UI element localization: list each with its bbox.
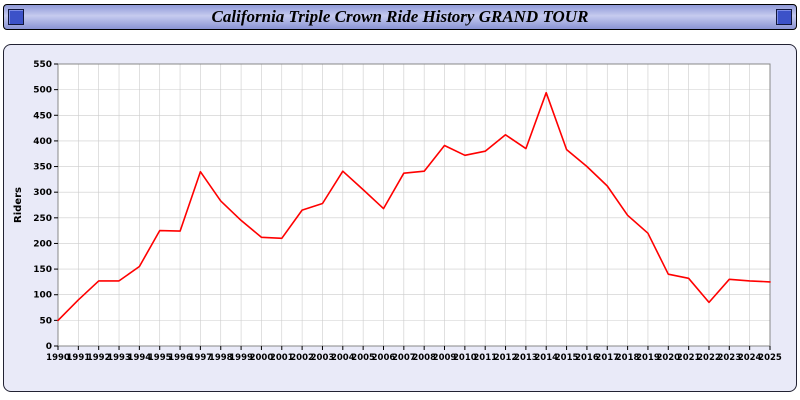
x-tick-label: 1993 — [107, 353, 131, 363]
y-tick-label: 200 — [33, 239, 52, 249]
chart-title-bar: California Triple Crown Ride History GRA… — [3, 4, 797, 30]
x-tick-label: 2012 — [494, 353, 518, 363]
x-tick-label: 1999 — [229, 353, 253, 363]
x-tick-label: 2005 — [351, 353, 375, 363]
x-tick-label: 2020 — [656, 353, 680, 363]
x-tick-label: 1996 — [168, 353, 192, 363]
x-tick-label: 2024 — [738, 353, 762, 363]
y-tick-label: 50 — [39, 316, 52, 326]
x-tick-label: 2015 — [555, 353, 579, 363]
chart-title: California Triple Crown Ride History GRA… — [211, 7, 589, 26]
x-tick-label: 2022 — [697, 353, 721, 363]
x-tick-label: 2000 — [250, 353, 274, 363]
x-tick-label: 2025 — [758, 353, 782, 363]
y-tick-label: 0 — [46, 342, 52, 352]
x-tick-label: 2023 — [717, 353, 741, 363]
ride-history-line-chart: 0501001502002503003504004505005501990199… — [13, 60, 782, 363]
x-tick-label: 2007 — [392, 353, 416, 363]
title-bar-left-square-icon — [8, 9, 24, 25]
x-tick-label: 1994 — [128, 353, 152, 363]
x-tick-label: 2009 — [433, 353, 457, 363]
x-tick-label: 1992 — [87, 353, 111, 363]
y-axis-label: Riders — [13, 187, 24, 223]
y-tick-label: 350 — [33, 163, 52, 173]
x-tick-label: 2013 — [514, 353, 538, 363]
x-tick-label: 2016 — [575, 353, 599, 363]
x-tick-label: 2017 — [595, 353, 619, 363]
x-tick-label: 2021 — [677, 353, 701, 363]
x-tick-label: 2018 — [616, 353, 640, 363]
x-tick-label: 2014 — [534, 353, 558, 363]
x-tick-label: 1990 — [46, 353, 70, 363]
x-tick-label: 2008 — [412, 353, 436, 363]
x-tick-label: 1991 — [67, 353, 91, 363]
x-tick-label: 2004 — [331, 353, 355, 363]
y-tick-label: 400 — [33, 137, 52, 147]
plot-area — [58, 64, 770, 346]
x-tick-label: 2001 — [270, 353, 294, 363]
chart-panel: 0 50 100 150 200 250 300 350 400 450 500 550 1990 199… — [3, 44, 797, 392]
y-tick-label: 500 — [33, 86, 52, 96]
y-tick-label: 150 — [33, 265, 52, 275]
y-tick-label: 450 — [33, 111, 52, 121]
title-bar-right-square-icon — [776, 9, 792, 25]
y-tick-label: 250 — [33, 214, 52, 224]
riders-series-line — [57, 91, 771, 322]
x-tick-label: 1998 — [209, 353, 233, 363]
x-tick-label: 2011 — [473, 353, 497, 363]
x-tick-label: 2010 — [453, 353, 477, 363]
x-tick-label: 2003 — [311, 353, 335, 363]
x-tick-label: 2002 — [290, 353, 314, 363]
y-tick-label: 550 — [33, 60, 52, 70]
x-tick-label: 1997 — [189, 353, 213, 363]
y-tick-label: 100 — [33, 291, 52, 301]
x-tick-label: 1995 — [148, 353, 172, 363]
x-tick-label: 2019 — [636, 353, 660, 363]
x-tick-label: 2006 — [372, 353, 396, 363]
y-tick-label: 300 — [33, 188, 52, 198]
